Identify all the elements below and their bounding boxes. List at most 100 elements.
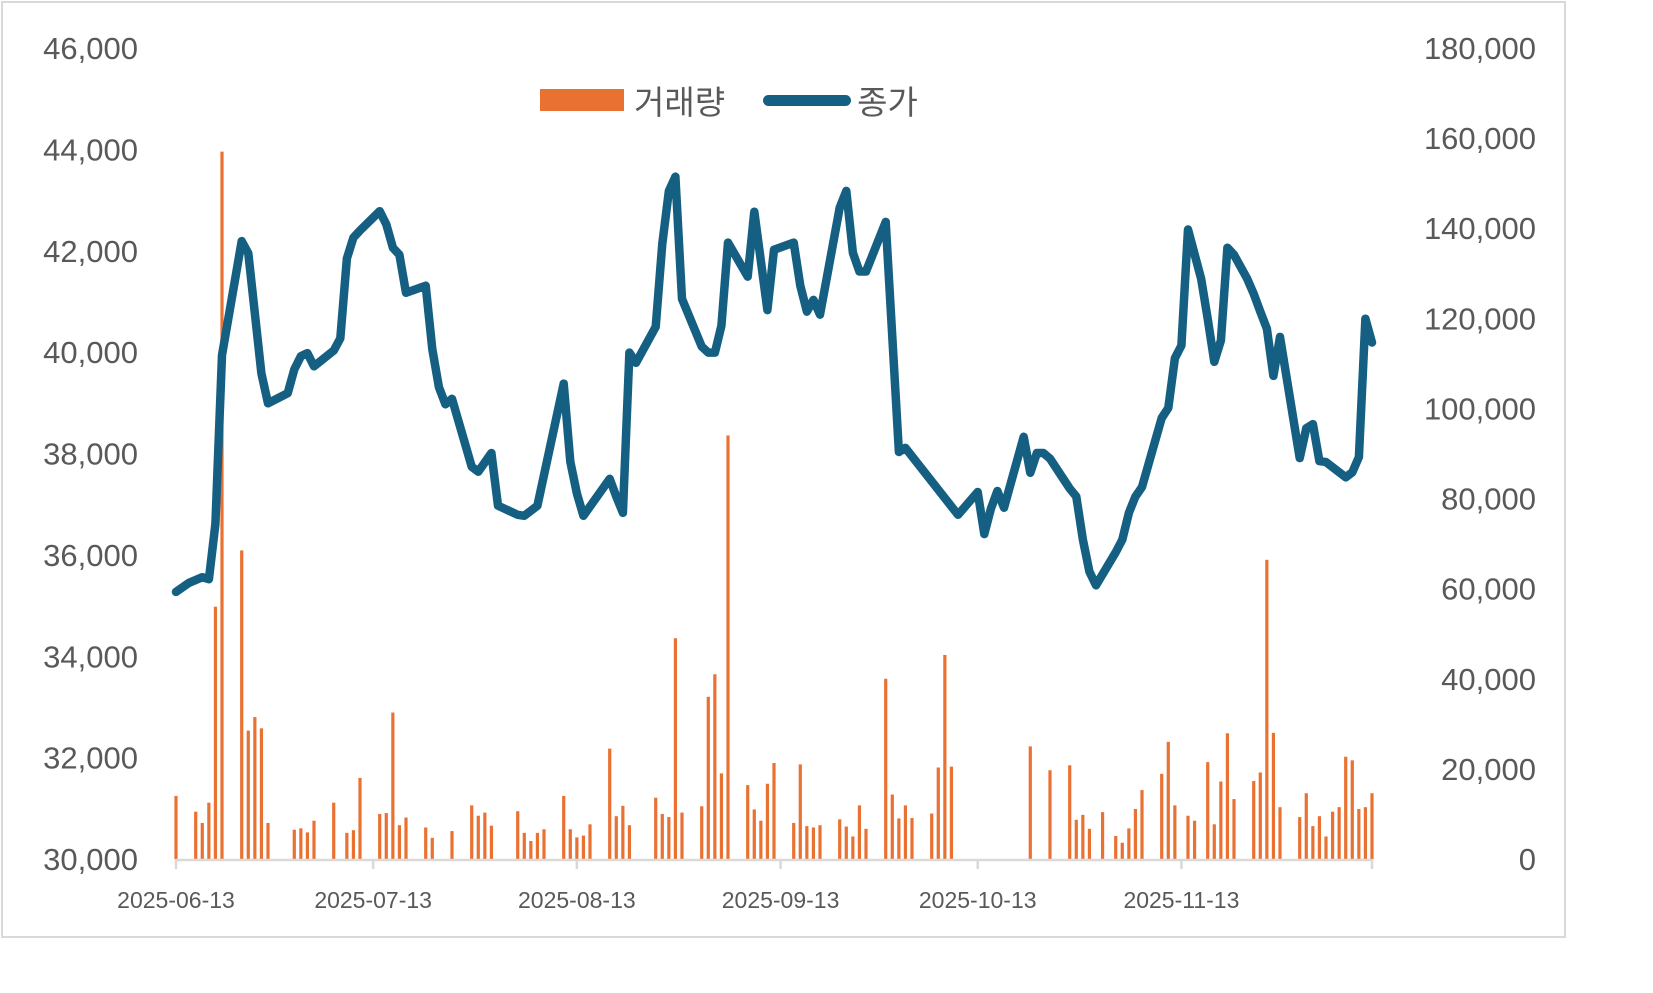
volume-bar — [581, 835, 586, 859]
x-tick-label: 2025-11-13 — [1123, 887, 1239, 913]
right-tick-label: 0 — [1519, 842, 1536, 877]
legend-label-volume: 거래량 — [634, 83, 726, 122]
volume-bar — [949, 766, 954, 859]
volume-bar — [351, 830, 356, 859]
volume-bar — [194, 811, 198, 859]
volume-bar — [332, 802, 336, 859]
volume-bar — [811, 827, 816, 859]
volume-bar — [483, 812, 487, 859]
x-tick-label: 2025-08-13 — [518, 887, 636, 913]
left-tick-label: 36,000 — [43, 538, 138, 573]
volume-bar — [174, 795, 178, 859]
left-tick-label: 44,000 — [43, 132, 138, 167]
volume-bar — [535, 832, 540, 859]
right-axis: 0 20,000 40,000 60,000 80,000 100,000 120,000 1… — [1424, 31, 1536, 877]
volume-bar — [673, 638, 678, 859]
volume-bar — [1225, 733, 1230, 859]
left-tick-label: 32,000 — [43, 741, 138, 776]
volume-bar — [1173, 805, 1177, 859]
volume-bar — [358, 777, 362, 859]
volume-bar — [266, 822, 270, 859]
volume-bar — [213, 606, 218, 859]
volume-bar — [489, 825, 494, 859]
volume-bar — [1133, 808, 1138, 859]
volume-bar — [903, 805, 908, 859]
volume-bar — [1363, 807, 1368, 859]
right-tick-label: 160,000 — [1424, 121, 1536, 156]
right-tick-label: 140,000 — [1424, 211, 1536, 246]
volume-bar — [424, 827, 428, 859]
volume-bar — [1120, 842, 1124, 859]
volume-bar — [1265, 559, 1269, 859]
volume-bar — [660, 813, 664, 859]
volume-bar — [1298, 817, 1302, 859]
volume-bar — [1370, 793, 1374, 859]
volume-bar — [404, 817, 408, 859]
volume-bar — [1232, 799, 1236, 859]
volume-bar — [857, 805, 862, 859]
volume-bar — [1337, 807, 1341, 859]
volume-bar — [1271, 732, 1276, 859]
volume-bar — [844, 826, 848, 859]
volume-bar — [1166, 741, 1170, 859]
volume-bar — [516, 811, 520, 859]
volume-bar — [936, 767, 940, 859]
right-tick-label: 20,000 — [1441, 752, 1536, 787]
volume-bar — [430, 837, 434, 859]
volume-bar — [312, 820, 316, 859]
volume-bar — [798, 764, 802, 859]
volume-bar — [1140, 790, 1144, 859]
volume-bar — [627, 825, 632, 859]
volume-bar — [1350, 760, 1354, 859]
volume-bar — [1330, 811, 1335, 859]
left-tick-label: 38,000 — [43, 437, 138, 472]
volume-bar — [1068, 765, 1072, 859]
volume-bar — [1028, 746, 1032, 859]
volume-bar — [838, 819, 842, 859]
right-tick-label: 80,000 — [1441, 482, 1536, 517]
volume-bar — [1186, 815, 1190, 859]
right-tick-label: 120,000 — [1424, 301, 1536, 336]
volume-bar — [378, 813, 382, 859]
volume-bar — [345, 832, 349, 859]
volume-bar — [1114, 836, 1118, 859]
x-tick-label: 2025-10-13 — [919, 887, 1037, 913]
volume-bar — [654, 797, 658, 859]
volume-bar — [207, 802, 211, 859]
volume-bar — [1357, 808, 1361, 859]
volume-bar — [805, 826, 809, 859]
volume-bar — [305, 832, 310, 859]
volume-bar — [1317, 816, 1322, 859]
volume-bar — [621, 805, 625, 859]
volume-bar — [292, 829, 296, 859]
volume-bar — [930, 813, 934, 859]
volume-bar — [1192, 820, 1197, 859]
volume-bar — [1258, 772, 1262, 859]
volume-bar — [384, 813, 388, 859]
legend-item-volume: 거래량 — [540, 76, 725, 124]
volume-bar — [529, 840, 533, 859]
volume-bar — [851, 836, 855, 859]
volume-bar — [1212, 824, 1216, 859]
volume-bar — [240, 550, 244, 859]
volume-bar — [746, 785, 750, 859]
close-swatch-icon — [763, 94, 852, 106]
left-tick-label: 34,000 — [43, 639, 138, 674]
volume-bar — [719, 773, 724, 859]
volume-bar — [522, 832, 526, 859]
volume-bar — [397, 825, 402, 859]
right-tick-label: 60,000 — [1441, 572, 1536, 607]
volume-bar — [1252, 781, 1256, 859]
volume-bar — [1278, 807, 1282, 859]
volume-bar — [1344, 756, 1348, 859]
volume-bar — [259, 728, 264, 859]
volume-bars — [174, 151, 1374, 859]
volume-bar — [562, 795, 566, 859]
x-tick-label: 2025-09-13 — [722, 887, 840, 913]
volume-bar — [608, 748, 612, 859]
volume-bar — [890, 794, 894, 859]
volume-bar — [1081, 814, 1085, 859]
volume-bar — [1206, 762, 1210, 859]
volume-bar — [200, 822, 204, 859]
volume-bar — [542, 829, 546, 859]
